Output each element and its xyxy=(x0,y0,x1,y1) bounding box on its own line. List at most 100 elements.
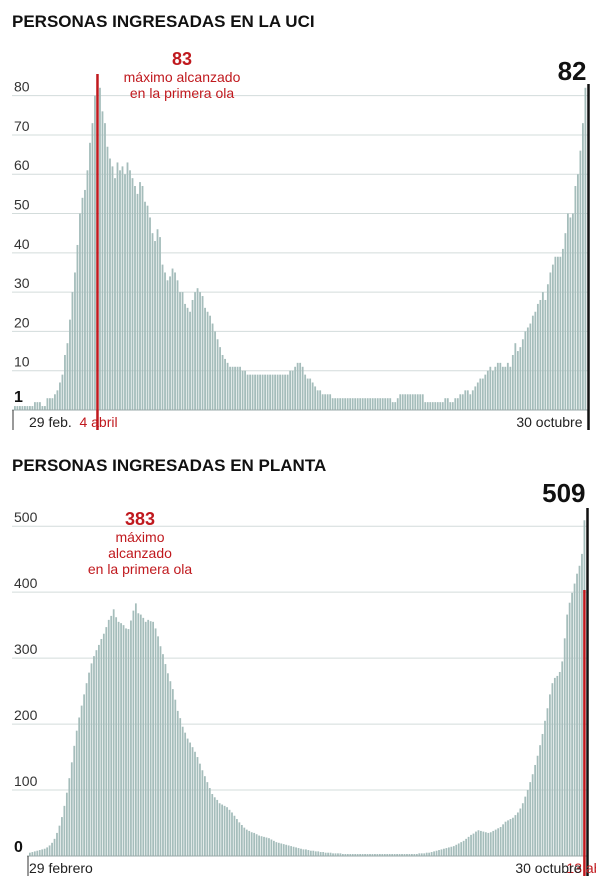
uci-bar xyxy=(356,398,359,410)
uci-ytick-label: 1 xyxy=(14,389,23,406)
planta-bar xyxy=(529,782,532,856)
uci-bar xyxy=(446,398,449,410)
uci-last-value-label: 82 xyxy=(558,56,587,86)
planta-bar xyxy=(576,573,578,856)
planta-bar xyxy=(571,592,573,856)
planta-bar xyxy=(482,831,485,856)
uci-bar xyxy=(196,288,199,410)
planta-bar xyxy=(507,820,509,856)
uci-bar xyxy=(384,398,387,410)
planta-bar xyxy=(132,610,135,856)
planta-bar xyxy=(455,844,458,856)
uci-bar xyxy=(56,390,59,410)
planta-bar xyxy=(556,675,559,856)
uci-bar xyxy=(246,374,249,410)
planta-bar xyxy=(371,854,374,856)
uci-bar xyxy=(406,394,409,410)
uci-peak-annotation-line2: en la primera ola xyxy=(130,85,234,101)
uci-bar xyxy=(141,186,144,410)
uci-bar xyxy=(266,374,269,410)
planta-bar xyxy=(130,620,132,856)
planta-bar xyxy=(305,849,307,856)
planta-bar xyxy=(120,623,122,856)
planta-bar xyxy=(470,834,472,856)
uci-bar xyxy=(444,398,447,410)
uci-bar xyxy=(511,354,514,410)
planta-bar xyxy=(502,824,504,856)
planta-bar xyxy=(302,849,305,856)
planta-bar xyxy=(196,757,199,856)
planta-bar xyxy=(258,835,260,856)
planta-bar xyxy=(290,846,293,856)
planta-bar xyxy=(142,617,145,856)
uci-bar xyxy=(126,162,129,410)
uci-bar xyxy=(251,374,254,410)
uci-bar xyxy=(84,189,86,410)
uci-bar xyxy=(239,366,241,410)
planta-bar xyxy=(154,628,157,856)
uci-bar xyxy=(566,213,569,410)
uci-bar xyxy=(99,87,101,410)
planta-bar xyxy=(512,817,514,856)
planta-bar xyxy=(125,628,127,856)
uci-bar xyxy=(389,398,392,410)
planta-bar xyxy=(519,808,522,856)
planta-bar xyxy=(115,617,118,856)
planta-bar xyxy=(536,755,539,856)
planta-bar xyxy=(201,770,204,856)
uci-bar xyxy=(106,146,109,410)
planta-bar xyxy=(440,849,443,856)
planta-bar xyxy=(216,799,219,856)
planta-bar xyxy=(462,840,465,856)
planta-peak-annotation-line2: alcanzado xyxy=(108,545,172,561)
uci-bar xyxy=(536,303,539,410)
uci-bar xyxy=(151,233,154,410)
uci-bar xyxy=(314,386,317,410)
planta-bar xyxy=(563,638,566,856)
planta-bar xyxy=(295,847,297,856)
uci-bar xyxy=(254,374,257,410)
planta-bar xyxy=(475,831,477,856)
uci-bar xyxy=(426,402,429,410)
uci-bar xyxy=(379,398,382,410)
planta-bar xyxy=(51,842,53,856)
uci-bar xyxy=(414,394,417,410)
uci-bar xyxy=(229,366,231,410)
planta-bar xyxy=(213,797,216,856)
uci-bar xyxy=(34,402,36,410)
uci-bar xyxy=(466,390,469,410)
uci-bar xyxy=(496,362,499,410)
planta-bar xyxy=(240,825,243,856)
uci-bar xyxy=(549,272,552,410)
uci-bar xyxy=(216,339,219,410)
planta-bar xyxy=(38,850,41,856)
uci-bar xyxy=(259,374,262,410)
uci-bar xyxy=(21,406,24,410)
uci-bar xyxy=(274,374,277,410)
uci-bar xyxy=(71,292,74,410)
uci-bar xyxy=(564,233,567,410)
uci-bar xyxy=(541,292,544,410)
uci-bar xyxy=(256,374,259,410)
uci-bar xyxy=(269,374,272,410)
planta-bar xyxy=(297,848,300,856)
planta-bar xyxy=(90,663,93,856)
uci-bar xyxy=(391,402,394,410)
uci-bar xyxy=(501,366,504,410)
uci-bar xyxy=(409,394,412,410)
planta-bar xyxy=(280,843,283,856)
planta-bar xyxy=(346,854,349,856)
uci-bar xyxy=(439,402,442,410)
planta-bar xyxy=(342,854,344,856)
planta-bar xyxy=(351,854,354,856)
planta-bar xyxy=(102,633,105,856)
uci-bar xyxy=(516,351,519,410)
planta-bar xyxy=(275,842,278,856)
uci-bar xyxy=(344,398,347,410)
uci-bar xyxy=(201,296,204,410)
uci-bar xyxy=(526,327,529,410)
planta-bar xyxy=(509,819,512,856)
planta-bar xyxy=(223,805,226,856)
planta-bar xyxy=(504,821,507,856)
uci-bar xyxy=(211,323,214,410)
